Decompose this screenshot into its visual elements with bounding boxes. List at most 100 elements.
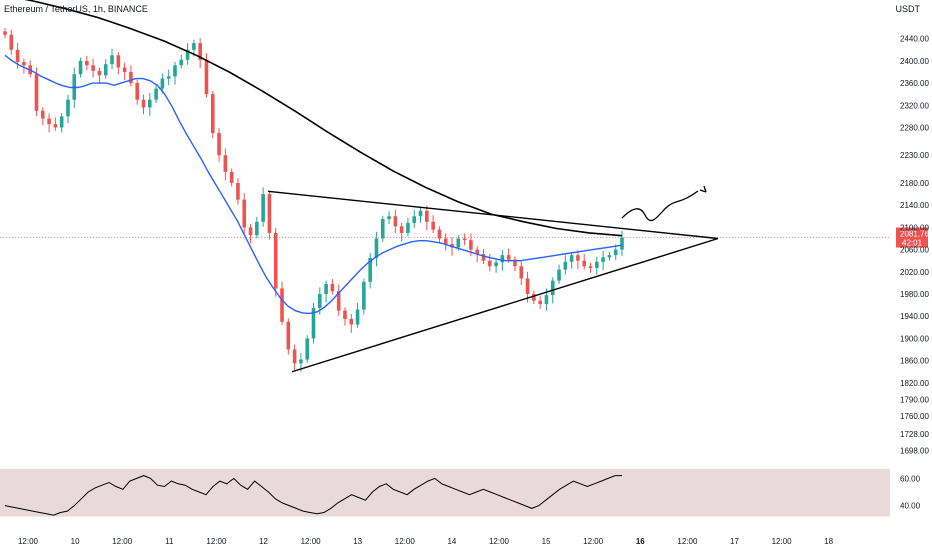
- y-tick-label: 1940.00: [900, 312, 929, 321]
- rsi-tick-label: 60.00: [900, 474, 921, 483]
- candle-body: [173, 65, 177, 77]
- candle-body: [487, 260, 492, 267]
- candle-body: [620, 237, 624, 250]
- triangle-lower-trendline[interactable]: [291, 237, 719, 373]
- candle-body: [469, 240, 473, 250]
- candle-body: [40, 110, 45, 119]
- candle-body: [273, 232, 278, 289]
- candle-body: [280, 288, 284, 322]
- bar-countdown: 42:01: [902, 239, 923, 248]
- candle-body: [576, 255, 580, 261]
- candle-body: [217, 133, 221, 156]
- x-tick-label: 12:00: [301, 537, 322, 546]
- candle-body: [550, 280, 555, 296]
- candle-body: [204, 59, 209, 95]
- projection-path[interactable]: [621, 190, 699, 222]
- candle-body: [179, 59, 184, 66]
- candle-body: [380, 219, 385, 239]
- candle-body: [317, 294, 322, 308]
- candle-body: [160, 78, 165, 89]
- candle-body: [47, 118, 51, 125]
- candle-body: [462, 238, 467, 241]
- candle-body: [267, 194, 272, 233]
- candle-body: [425, 210, 429, 222]
- candle-body: [355, 309, 360, 325]
- candle-body: [374, 238, 379, 258]
- candle-body: [443, 238, 448, 245]
- candle-body: [292, 349, 297, 364]
- y-tick-label: 1900.00: [900, 334, 929, 343]
- candle-body: [66, 99, 70, 117]
- trendline-drawings-layer[interactable]: [267, 185, 719, 373]
- candle-body: [9, 34, 14, 50]
- candle-body: [506, 255, 511, 260]
- candle-body: [330, 284, 335, 292]
- candle-body: [311, 307, 316, 339]
- currency-label[interactable]: USDT: [895, 4, 921, 14]
- candle-body: [519, 266, 524, 279]
- candle-body: [563, 261, 568, 270]
- candle-body: [399, 226, 404, 233]
- y-tick-label: 2180.00: [900, 179, 929, 188]
- x-tick-label: 12:00: [18, 537, 39, 546]
- candle-body: [412, 216, 417, 223]
- candle-body: [236, 182, 240, 200]
- candle-body: [242, 199, 247, 228]
- candle-body: [588, 266, 593, 268]
- x-tick-label: 13: [353, 537, 362, 546]
- candle-body: [437, 229, 442, 239]
- candle-body: [22, 61, 26, 66]
- candle-body: [481, 254, 486, 261]
- candle-body: [192, 43, 196, 50]
- candle-body: [210, 94, 215, 134]
- candle-body: [544, 295, 549, 305]
- y-tick-label: 2360.00: [900, 79, 929, 88]
- x-tick-label: 12:00: [677, 537, 698, 546]
- y-tick-label: 2060.00: [900, 246, 929, 255]
- candle-body: [393, 216, 398, 227]
- y-tick-label: 2320.00: [900, 101, 929, 110]
- rsi-pane: 60.00 40.00: [0, 468, 921, 517]
- candle-body: [538, 300, 542, 305]
- candle-body: [185, 49, 190, 60]
- y-tick-label: 1790.00: [900, 395, 929, 404]
- candle-body: [387, 216, 391, 220]
- x-tick-label: 12:00: [112, 537, 133, 546]
- x-tick-label: 12:00: [489, 537, 510, 546]
- candle-body: [59, 116, 64, 128]
- x-tick-label: 12: [259, 537, 268, 546]
- candle-body: [305, 338, 310, 360]
- x-tick-label: 12:00: [206, 537, 227, 546]
- candle-body: [324, 284, 328, 295]
- last-price-tag: [896, 227, 928, 248]
- y-tick-label: 1698.00: [900, 447, 929, 456]
- candle-body: [475, 249, 479, 255]
- candle-body: [286, 321, 291, 350]
- x-tick-label: 16: [636, 537, 645, 546]
- candle-body: [103, 64, 108, 76]
- price-axis[interactable]: 2440.00 2400.00 2360.00 2320.00 2280.00 2230.…: [900, 35, 929, 456]
- candle-body: [595, 261, 599, 268]
- candle-body: [349, 318, 354, 325]
- candle-body: [343, 310, 347, 319]
- candle-body: [53, 124, 58, 128]
- candle-body: [154, 88, 158, 100]
- y-tick-label: 2020.00: [900, 268, 929, 277]
- candles-layer: [3, 28, 624, 372]
- candle-body: [456, 238, 461, 248]
- last-price-value: 2081.76: [900, 230, 929, 239]
- triangle-upper-trendline[interactable]: [267, 190, 719, 240]
- y-tick-label: 2280.00: [900, 123, 929, 132]
- candle-body: [418, 210, 423, 217]
- projection-arrowhead[interactable]: [699, 185, 707, 193]
- candle-body: [3, 31, 7, 35]
- x-tick-label: 17: [730, 537, 739, 546]
- time-axis[interactable]: 12:00 10 12:00 11 12:00 12 12:00 13 12:00 14 12:00…: [18, 537, 834, 546]
- candle-body: [582, 260, 587, 267]
- y-tick-label: 1820.00: [900, 379, 929, 388]
- y-tick-label: 1728.00: [900, 430, 929, 439]
- candle-body: [368, 257, 372, 282]
- candle-body: [569, 255, 574, 262]
- candle-body: [261, 194, 265, 222]
